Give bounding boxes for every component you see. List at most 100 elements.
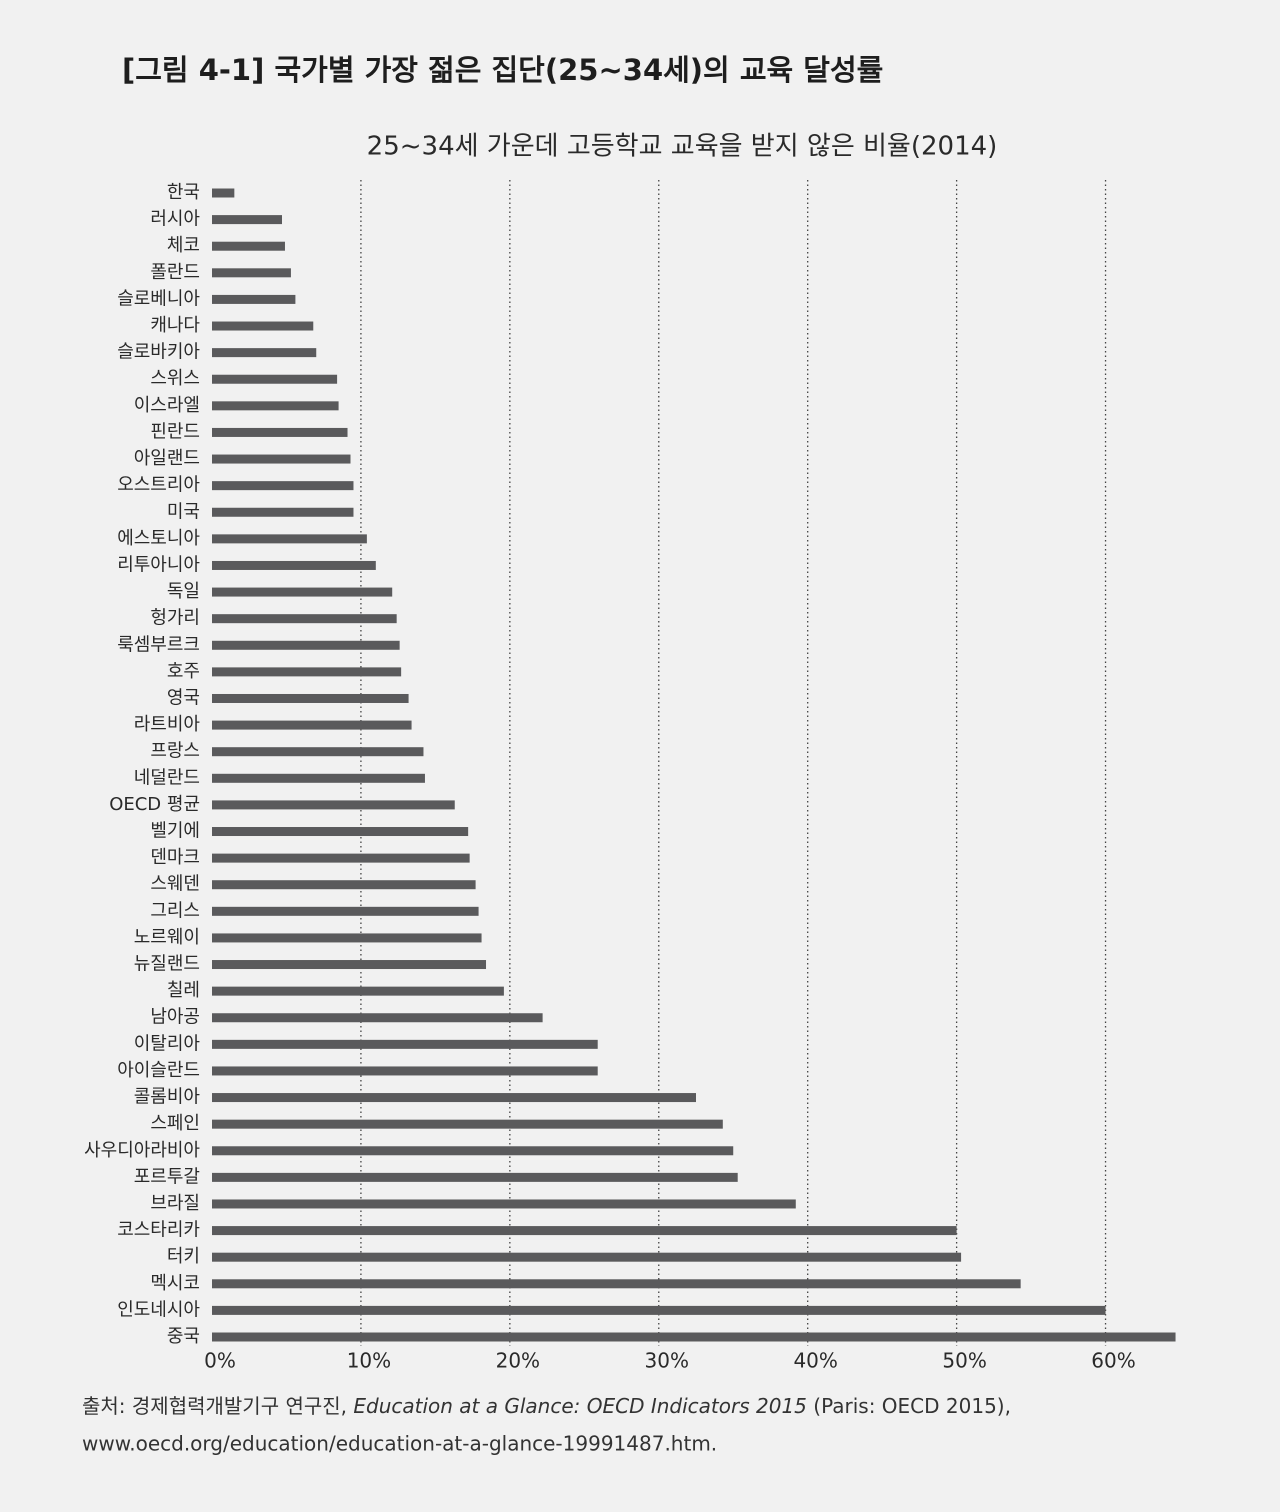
bar [212, 667, 402, 677]
y-tick-label: 칠레 [167, 980, 200, 1001]
bar [212, 188, 235, 198]
y-tick-label: 이탈리아 [134, 1033, 201, 1054]
source-url: www.oecd.org/education/education-at-a-gl… [82, 1432, 717, 1456]
x-tick-label: 0% [204, 1349, 236, 1373]
y-tick-label: 룩셈부르크 [117, 634, 200, 655]
bar [212, 720, 412, 730]
x-tick-label: 50% [942, 1349, 986, 1373]
y-tick-label: 뉴질랜드 [134, 954, 200, 975]
bar [212, 1279, 1021, 1289]
y-tick-label: 포르투갈 [134, 1166, 200, 1187]
bar [212, 960, 487, 970]
bar [212, 880, 476, 890]
bar [212, 1199, 796, 1209]
y-tick-label: 벨기에 [150, 821, 200, 842]
x-tick-label: 60% [1091, 1349, 1135, 1373]
bar [212, 614, 397, 624]
y-tick-label: 슬로베니아 [117, 288, 200, 309]
y-tick-label: 인도네시아 [117, 1299, 200, 1320]
bar [212, 1013, 543, 1023]
bar [212, 294, 296, 304]
y-tick-label: 이스라엘 [134, 395, 200, 416]
y-tick-label: 오스트리아 [117, 475, 200, 496]
source-title: Education at a Glance: OECD Indicators 2… [353, 1394, 807, 1418]
bar [212, 853, 470, 863]
y-tick-label: 독일 [167, 581, 200, 602]
y-tick-label: 아일랜드 [134, 448, 200, 469]
y-tick-label: 영국 [167, 687, 200, 708]
bar [212, 321, 314, 331]
bar [212, 215, 282, 225]
bar [212, 693, 409, 703]
y-tick-label: 사우디아라비아 [84, 1140, 200, 1161]
y-tick-label: 남아공 [150, 1007, 200, 1028]
bar [212, 1039, 598, 1049]
bar [212, 800, 455, 810]
y-tick-label: OECD 평균 [109, 794, 200, 815]
y-tick-label: 라트비아 [134, 714, 201, 735]
bar [212, 374, 338, 384]
y-tick-label: 캐나다 [150, 315, 200, 336]
bar [212, 1305, 1106, 1315]
y-tick-label: 노르웨이 [134, 927, 200, 948]
bar [212, 507, 354, 517]
y-tick-label: 러시아 [150, 209, 200, 230]
bar [212, 587, 393, 597]
y-tick-label: 호주 [167, 661, 200, 682]
bar [212, 268, 291, 278]
source-suffix: (Paris: OECD 2015), [807, 1394, 1011, 1418]
bar [212, 640, 400, 650]
x-tick-label: 20% [496, 1349, 540, 1373]
y-tick-label: 그리스 [150, 900, 200, 921]
bar [212, 986, 504, 996]
y-tick-label: 아이슬란드 [117, 1060, 200, 1081]
y-tick-label: 스페인 [150, 1113, 200, 1134]
y-tick-label: 터키 [167, 1246, 200, 1267]
bar [212, 827, 469, 837]
y-tick-label: 콜롬비아 [134, 1087, 201, 1108]
bar [212, 1146, 734, 1156]
chart-title: [그림 4-1] 국가별 가장 젊은 집단(25~34세)의 교육 달성률 [122, 53, 883, 87]
y-tick-label: 스위스 [150, 368, 200, 389]
y-tick-label: 네덜란드 [134, 767, 200, 788]
y-tick-label: 에스토니아 [117, 528, 200, 549]
y-tick-label: 중국 [167, 1326, 200, 1347]
y-tick-label: 멕시코 [150, 1273, 200, 1294]
y-tick-label: 슬로바키아 [117, 342, 200, 363]
bar [212, 773, 425, 783]
x-tick-label: 10% [347, 1349, 391, 1373]
source-prefix: 출처: 경제협력개발기구 연구진, [82, 1394, 353, 1418]
y-tick-label: 미국 [167, 501, 200, 522]
y-tick-label: 브라질 [150, 1193, 200, 1214]
source: 출처: 경제협력개발기구 연구진, Education at a Glance:… [82, 1394, 1011, 1418]
bar [212, 560, 376, 570]
y-tick-label: 코스타리카 [117, 1220, 200, 1241]
bar [212, 906, 479, 916]
y-tick-label: 리투아니아 [117, 554, 200, 575]
y-tick-label: 헝가리 [150, 608, 200, 629]
bar [212, 481, 354, 491]
y-tick-label: 프랑스 [150, 741, 200, 762]
x-tick-label: 30% [645, 1349, 689, 1373]
bar [212, 933, 482, 943]
bar [212, 427, 348, 437]
chart-subtitle: 25~34세 가운데 고등학교 교육을 받지 않은 비율(2014) [367, 132, 998, 162]
bar [212, 1332, 1176, 1342]
y-tick-label: 스웨덴 [150, 874, 200, 895]
bar [212, 1093, 696, 1103]
bar [212, 1172, 738, 1182]
bar [212, 348, 317, 358]
bar [212, 241, 285, 251]
bar [212, 1226, 957, 1236]
y-tick-label: 핀란드 [150, 421, 200, 442]
bar [212, 747, 424, 757]
y-tick-label: 체코 [167, 235, 200, 256]
bar [212, 401, 339, 411]
bar [212, 1119, 723, 1129]
y-tick-label: 덴마크 [150, 847, 200, 868]
x-tick-label: 40% [793, 1349, 837, 1373]
bar [212, 1066, 598, 1076]
bar [212, 1252, 962, 1262]
